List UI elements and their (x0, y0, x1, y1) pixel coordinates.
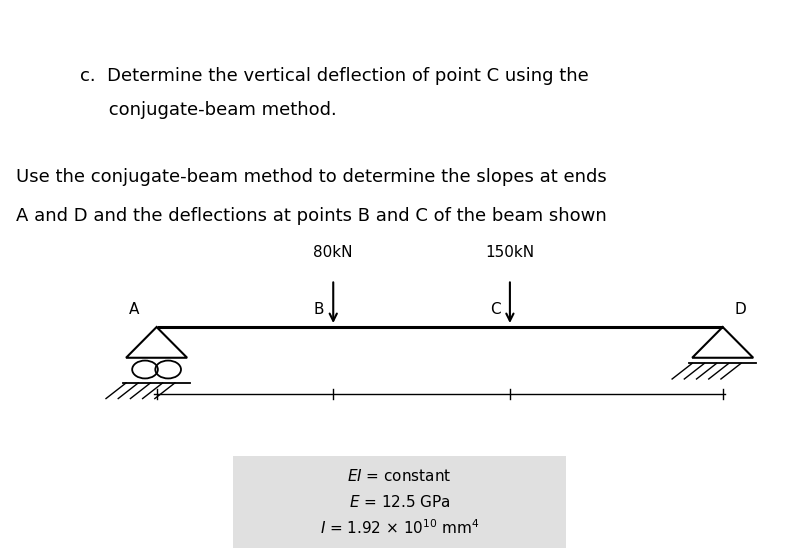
Text: D: D (734, 302, 746, 317)
Text: 150kN: 150kN (484, 245, 534, 260)
Text: conjugate-beam method.: conjugate-beam method. (80, 101, 337, 119)
Text: B: B (313, 302, 323, 317)
Text: $E$ = 12.5 GPa: $E$ = 12.5 GPa (348, 494, 450, 510)
Text: $EI$ = constant: $EI$ = constant (346, 468, 452, 484)
FancyBboxPatch shape (233, 456, 565, 548)
Text: $I$ = 1.92 $\times$ 10$^{10}$ mm$^{4}$: $I$ = 1.92 $\times$ 10$^{10}$ mm$^{4}$ (319, 518, 479, 537)
Text: Use the conjugate-beam method to determine the slopes at ends: Use the conjugate-beam method to determi… (16, 168, 606, 186)
Text: c.  Determine the vertical deflection of point C using the: c. Determine the vertical deflection of … (80, 67, 589, 85)
Text: A: A (128, 302, 139, 317)
Text: C: C (489, 302, 500, 317)
Text: A and D and the deflections at points B and C of the beam shown: A and D and the deflections at points B … (16, 207, 606, 225)
Text: 80kN: 80kN (313, 245, 353, 260)
